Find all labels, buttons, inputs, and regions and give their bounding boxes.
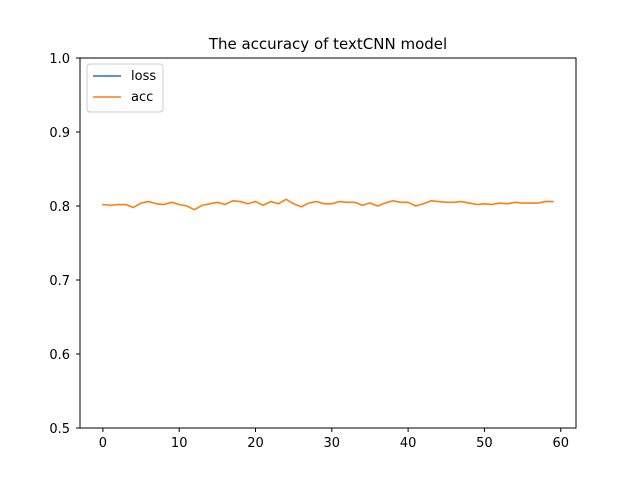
y-tick-label-3: 0.8 <box>49 200 70 215</box>
x-tick-label-3: 30 <box>324 436 341 451</box>
y-tick-label-5: 1.0 <box>49 52 70 67</box>
plot-content <box>102 198 554 211</box>
legend-label-loss: loss <box>131 69 156 84</box>
x-tick-label-2: 20 <box>247 436 264 451</box>
series-line-acc <box>102 198 554 211</box>
x-tick-label-5: 50 <box>476 436 493 451</box>
x-tick-label-1: 10 <box>171 436 188 451</box>
x-tick-label-0: 0 <box>99 436 107 451</box>
y-tick-label-1: 0.6 <box>49 348 70 363</box>
y-axis: 0.5 0.6 0.7 0.8 0.9 1.0 <box>49 52 80 437</box>
plot-frame <box>79 57 577 429</box>
legend-label-acc: acc <box>131 90 153 105</box>
y-tick-label-4: 0.9 <box>49 126 70 141</box>
x-tick-label-4: 40 <box>400 436 417 451</box>
x-tick-label-6: 60 <box>552 436 569 451</box>
legend: loss acc <box>86 63 164 113</box>
y-tick-label-2: 0.7 <box>49 274 70 289</box>
chart-title: The accuracy of textCNN model <box>208 35 447 53</box>
y-tick-label-0: 0.5 <box>49 422 70 437</box>
x-axis: 0 10 20 30 40 50 60 <box>99 428 569 451</box>
